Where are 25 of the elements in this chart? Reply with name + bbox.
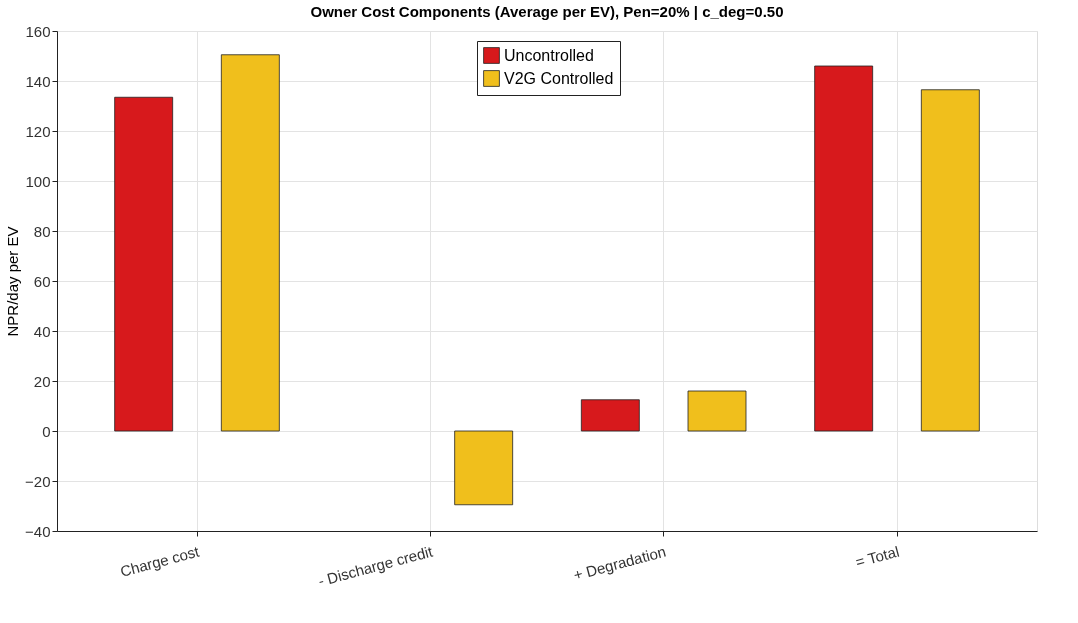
y-tick-label: 20 — [33, 372, 51, 390]
bar — [580, 399, 640, 432]
chart-title: Owner Cost Components (Average per EV), Pen=20% | c_deg=0.50 — [310, 3, 784, 20]
x-tick-label: Charge cost — [118, 542, 202, 580]
y-tick-label: −40 — [25, 522, 51, 540]
y-tick-label: 120 — [25, 122, 51, 140]
legend-label: V2G Controlled — [504, 69, 614, 87]
y-tick-label: 0 — [42, 422, 51, 440]
y-tick-label: −20 — [25, 472, 51, 490]
y-tick-label: 60 — [33, 272, 51, 290]
bar — [454, 430, 514, 506]
bar — [114, 96, 174, 432]
x-tick-label: - Discharge credit — [316, 542, 436, 590]
x-tick-label: = Total — [853, 542, 901, 571]
legend-label: Uncontrolled — [504, 46, 594, 64]
y-tick-label: 100 — [25, 172, 51, 190]
bar — [220, 54, 280, 432]
bar — [687, 390, 747, 432]
y-tick-label: 160 — [25, 22, 51, 40]
y-tick-label: 80 — [33, 222, 51, 240]
y-axis-title: NPR/day per EV — [4, 226, 22, 337]
y-tick-label: 140 — [25, 72, 51, 90]
bar — [920, 89, 980, 432]
y-tick-label: 40 — [33, 322, 51, 340]
bar — [814, 65, 874, 432]
